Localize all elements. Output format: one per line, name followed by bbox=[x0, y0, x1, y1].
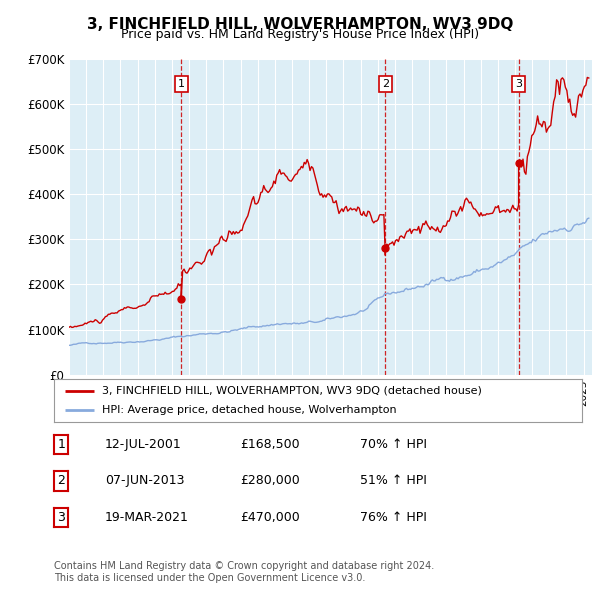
Text: £470,000: £470,000 bbox=[240, 511, 300, 524]
Text: Price paid vs. HM Land Registry's House Price Index (HPI): Price paid vs. HM Land Registry's House … bbox=[121, 28, 479, 41]
Text: Contains HM Land Registry data © Crown copyright and database right 2024.
This d: Contains HM Land Registry data © Crown c… bbox=[54, 561, 434, 583]
Text: 1: 1 bbox=[57, 438, 65, 451]
Text: £168,500: £168,500 bbox=[240, 438, 299, 451]
Text: 2: 2 bbox=[57, 474, 65, 487]
Text: 2: 2 bbox=[382, 79, 389, 89]
Text: 76% ↑ HPI: 76% ↑ HPI bbox=[360, 511, 427, 524]
Text: 19-MAR-2021: 19-MAR-2021 bbox=[105, 511, 189, 524]
Text: 07-JUN-2013: 07-JUN-2013 bbox=[105, 474, 185, 487]
Text: HPI: Average price, detached house, Wolverhampton: HPI: Average price, detached house, Wolv… bbox=[101, 405, 396, 415]
Text: 12-JUL-2001: 12-JUL-2001 bbox=[105, 438, 182, 451]
Text: 3, FINCHFIELD HILL, WOLVERHAMPTON, WV3 9DQ: 3, FINCHFIELD HILL, WOLVERHAMPTON, WV3 9… bbox=[87, 17, 513, 31]
Text: 3: 3 bbox=[57, 511, 65, 524]
Text: 70% ↑ HPI: 70% ↑ HPI bbox=[360, 438, 427, 451]
Text: 3: 3 bbox=[515, 79, 522, 89]
Text: £280,000: £280,000 bbox=[240, 474, 300, 487]
Text: 1: 1 bbox=[178, 79, 185, 89]
Text: 51% ↑ HPI: 51% ↑ HPI bbox=[360, 474, 427, 487]
Text: 3, FINCHFIELD HILL, WOLVERHAMPTON, WV3 9DQ (detached house): 3, FINCHFIELD HILL, WOLVERHAMPTON, WV3 9… bbox=[101, 386, 481, 396]
